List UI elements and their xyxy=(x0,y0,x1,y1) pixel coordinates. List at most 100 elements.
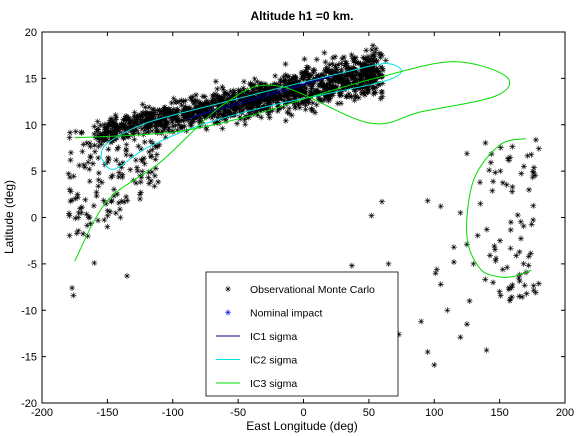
mc-point xyxy=(217,111,224,118)
mc-point xyxy=(150,106,157,113)
mc-point xyxy=(373,65,380,72)
mc-point xyxy=(180,106,187,113)
mc-point xyxy=(130,123,137,130)
mc-point xyxy=(189,118,196,125)
mc-point xyxy=(507,245,514,252)
mc-point xyxy=(212,78,219,85)
mc-point xyxy=(424,348,431,355)
mc-point xyxy=(124,133,131,140)
mc-point xyxy=(264,85,271,92)
mc-point xyxy=(248,89,255,96)
mc-point xyxy=(497,292,504,299)
mc-point xyxy=(97,122,104,129)
mc-point xyxy=(295,101,302,108)
mc-point xyxy=(165,107,172,114)
mc-point xyxy=(316,89,323,96)
mc-point xyxy=(249,111,256,118)
ic3-sigma-curve xyxy=(74,61,511,262)
mc-point xyxy=(253,98,260,105)
mc-point xyxy=(335,79,342,86)
mc-point xyxy=(530,164,537,171)
mc-point xyxy=(103,200,110,207)
mc-point xyxy=(236,93,243,100)
mc-point xyxy=(379,65,386,72)
mc-point xyxy=(535,280,542,287)
mc-point xyxy=(509,188,516,195)
mc-point xyxy=(262,81,269,88)
mc-point xyxy=(352,93,359,100)
mc-point xyxy=(348,51,355,58)
mc-point xyxy=(104,212,111,219)
mc-point xyxy=(211,119,218,126)
mc-point xyxy=(329,76,336,83)
mc-point xyxy=(338,78,345,85)
mc-point xyxy=(137,189,144,196)
mc-point xyxy=(80,230,87,237)
mc-point xyxy=(225,107,232,114)
mc-point xyxy=(352,92,359,99)
mc-point xyxy=(95,170,102,177)
mc-point xyxy=(247,80,254,87)
mc-point xyxy=(376,70,383,77)
mc-point xyxy=(278,96,285,103)
mc-point xyxy=(139,101,146,108)
mc-point xyxy=(197,112,204,119)
mc-point xyxy=(370,63,377,70)
mc-point xyxy=(104,207,111,214)
mc-point xyxy=(222,91,229,98)
mc-point xyxy=(147,114,154,121)
mc-point xyxy=(136,191,143,198)
mc-point xyxy=(184,106,191,113)
mc-point xyxy=(350,58,357,65)
mc-point xyxy=(344,79,351,86)
mc-point xyxy=(284,109,291,116)
mc-point xyxy=(132,126,139,133)
mc-point xyxy=(277,78,284,85)
mc-point xyxy=(122,121,129,128)
mc-point xyxy=(228,111,235,118)
mc-point xyxy=(70,173,77,180)
mc-point xyxy=(239,102,246,109)
mc-point xyxy=(292,105,299,112)
mc-point xyxy=(155,111,162,118)
mc-point xyxy=(470,260,477,267)
mc-point xyxy=(251,110,258,117)
mc-point xyxy=(128,152,135,159)
mc-point xyxy=(175,117,182,124)
mc-point xyxy=(313,72,320,79)
mc-point xyxy=(87,220,94,227)
mc-point xyxy=(123,113,130,120)
mc-point xyxy=(357,72,364,79)
mc-point xyxy=(349,76,356,83)
mc-point xyxy=(124,115,131,122)
mc-point xyxy=(84,233,91,240)
mc-point xyxy=(301,88,308,95)
mc-point xyxy=(268,101,275,108)
mc-point xyxy=(274,99,281,106)
mc-point xyxy=(148,177,155,184)
mc-point xyxy=(250,86,257,93)
mc-point xyxy=(197,122,204,129)
mc-point xyxy=(341,77,348,84)
mc-point xyxy=(307,88,314,95)
mc-point xyxy=(257,83,264,90)
mc-point xyxy=(139,118,146,125)
mc-point xyxy=(286,105,293,112)
mc-point xyxy=(313,101,320,108)
mc-point xyxy=(203,114,210,121)
mc-point xyxy=(145,128,152,135)
mc-point xyxy=(192,97,199,104)
mc-point xyxy=(187,111,194,118)
mc-point xyxy=(516,248,523,255)
mc-point xyxy=(131,113,138,120)
mc-point xyxy=(354,76,361,83)
mc-point xyxy=(149,127,156,134)
mc-point xyxy=(129,117,136,124)
mc-point xyxy=(138,156,145,163)
mc-point xyxy=(520,223,527,230)
mc-point xyxy=(295,81,302,88)
mc-point xyxy=(309,99,316,106)
mc-point xyxy=(261,97,268,104)
mc-point xyxy=(220,110,227,117)
mc-point xyxy=(345,64,352,71)
